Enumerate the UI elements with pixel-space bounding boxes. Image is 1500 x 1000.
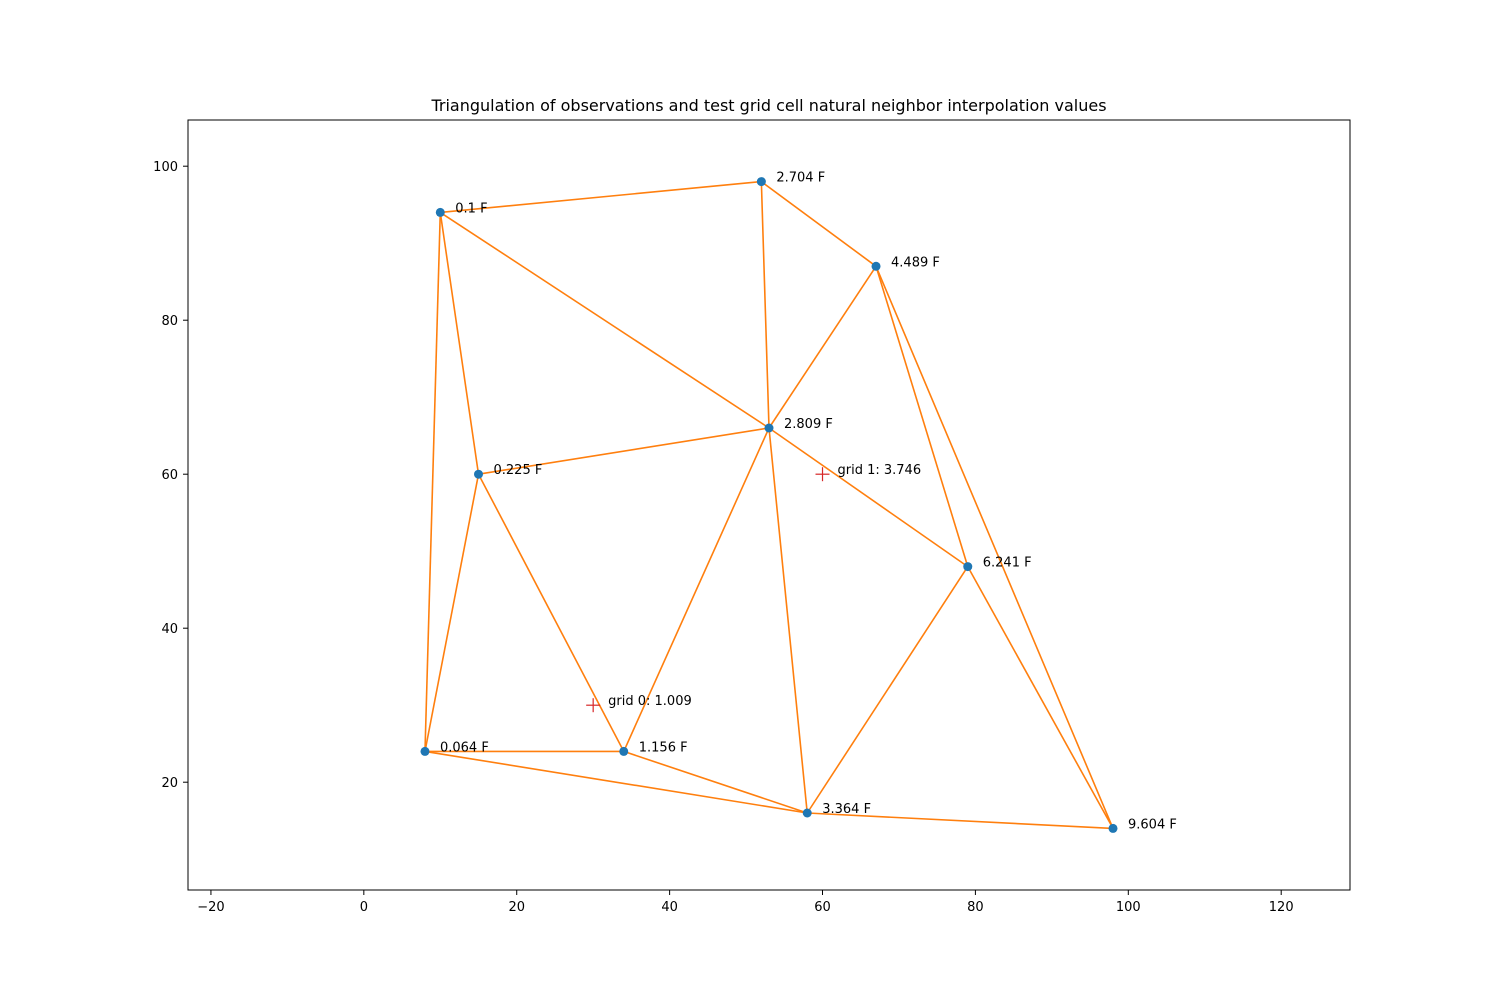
triangulation-edge — [768, 427, 969, 568]
observation-label: 4.489 F — [891, 255, 940, 270]
observation-point — [963, 562, 973, 572]
y-tick-label: 40 — [161, 622, 178, 637]
observation-label: 0.1 F — [455, 201, 487, 216]
chart-title: Triangulation of observations and test g… — [430, 96, 1106, 115]
triangulation-edge — [875, 266, 969, 567]
triangulation-edge — [623, 427, 770, 752]
triangulation-edge — [768, 427, 809, 814]
x-tick-label: 80 — [967, 900, 984, 915]
observation-label: 6.241 F — [983, 556, 1032, 571]
observation-point — [619, 746, 629, 756]
triangulation-edge — [806, 566, 969, 814]
triangulation-edges — [424, 180, 1114, 830]
triangulation-edge — [439, 212, 480, 475]
triangulation-edge — [623, 750, 808, 814]
grid-cell-marker — [586, 698, 601, 713]
observation-point — [802, 808, 812, 818]
triangulation-edge — [760, 180, 877, 267]
triangulation-edge — [768, 265, 877, 429]
x-tick-label: 0 — [360, 900, 368, 915]
triangulation-edge — [875, 265, 1114, 829]
y-axis: 20 40 60 80 100 — [153, 160, 188, 791]
x-tick-label: 100 — [1116, 900, 1141, 915]
y-tick-label: 20 — [161, 776, 178, 791]
grid-cell-marker — [815, 467, 830, 482]
triangulation-edge — [424, 212, 442, 752]
triangulation-edge — [807, 812, 1114, 830]
observation-label: 2.704 F — [776, 171, 825, 186]
observation-label: 0.064 F — [440, 740, 489, 755]
grid-cell-label: grid 1: 3.746 — [838, 463, 922, 478]
triangulation-edge — [440, 180, 762, 214]
observation-point — [764, 423, 774, 433]
point-labels: 0.1 F 2.704 F 4.489 F 2.809 F 0.225 F 6.241 F… — [440, 171, 1177, 833]
observation-label: 0.225 F — [494, 463, 543, 478]
plot-frame — [187, 119, 1351, 891]
observation-label: 3.364 F — [822, 802, 871, 817]
grid-cell-label: grid 0: 1.009 — [608, 694, 692, 709]
x-tick-label: 120 — [1269, 900, 1294, 915]
triangulation-edge — [424, 750, 808, 814]
y-tick-label: 60 — [161, 468, 178, 483]
observation-point — [474, 469, 483, 479]
observation-point — [756, 177, 766, 187]
triangulation-edge — [760, 181, 770, 429]
x-tick-label: 20 — [508, 900, 525, 915]
triangulation-edge — [424, 474, 480, 752]
triangulation-edge — [478, 427, 770, 475]
x-axis: −20 0 20 40 60 80 100 120 — [197, 890, 1294, 915]
observation-point — [420, 746, 430, 756]
observation-point — [435, 207, 445, 217]
triangulation-edge — [439, 211, 770, 429]
x-tick-label: 60 — [814, 900, 831, 915]
observation-label: 1.156 F — [639, 740, 688, 755]
y-tick-label: 80 — [161, 314, 178, 329]
observation-label: 9.604 F — [1128, 817, 1177, 832]
x-tick-label: 40 — [661, 900, 678, 915]
y-tick-label: 100 — [153, 160, 178, 175]
observation-label: 2.809 F — [784, 417, 833, 432]
observation-points — [420, 177, 1118, 833]
observation-point — [1108, 823, 1118, 833]
grid-cell-markers — [586, 467, 830, 713]
x-tick-label: −20 — [197, 900, 224, 915]
observation-point — [871, 261, 881, 271]
triangulation-edge — [967, 566, 1114, 829]
